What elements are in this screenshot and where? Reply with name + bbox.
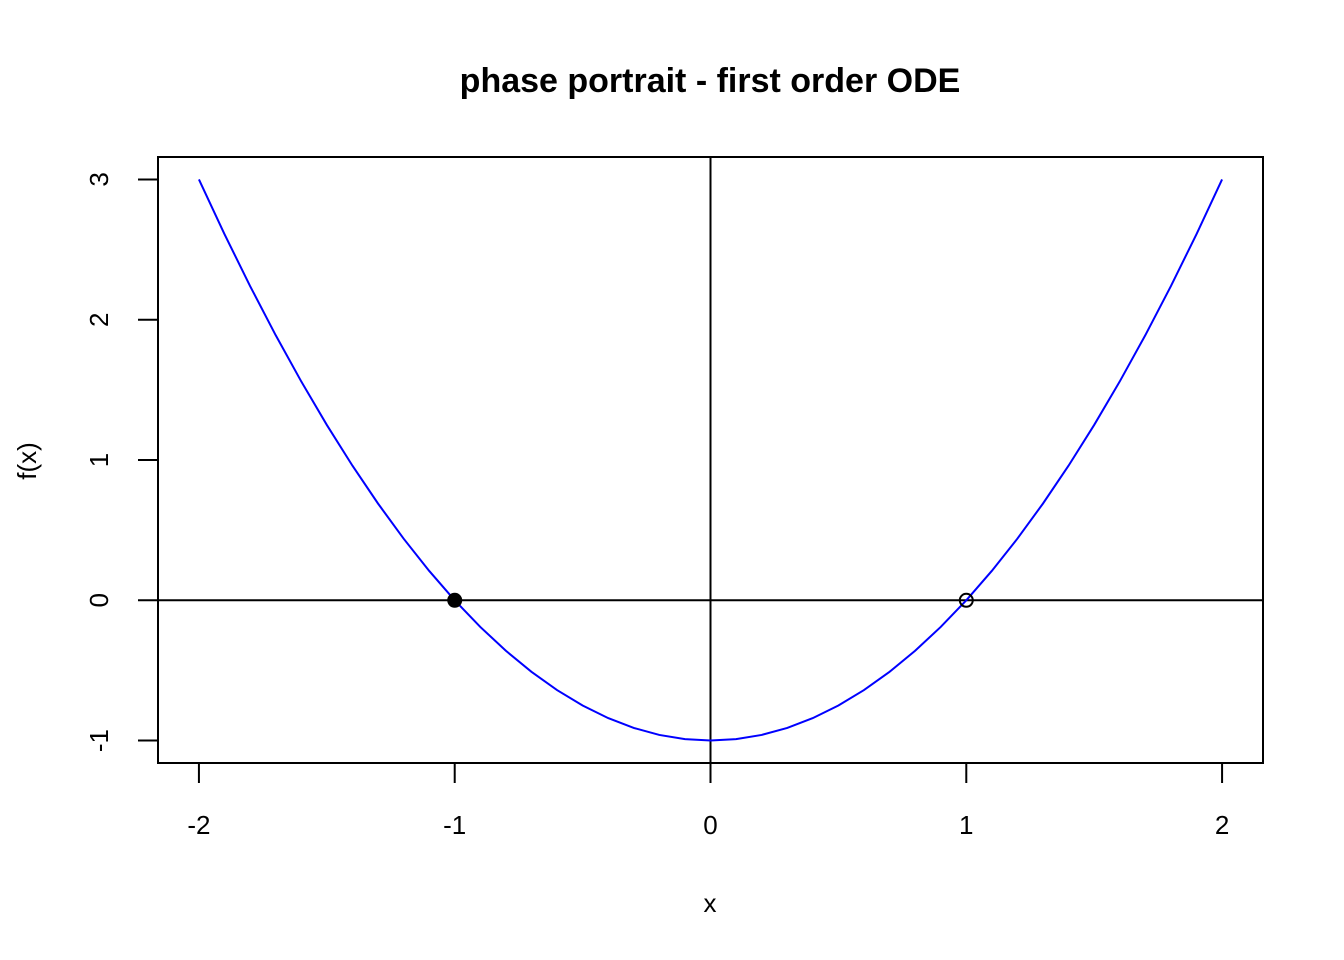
x-tick-label: 0 <box>703 810 717 840</box>
x-tick-label: -2 <box>187 810 210 840</box>
fixed-point-filled <box>447 592 463 608</box>
chart-title: phase portrait - first order ODE <box>460 62 961 100</box>
x-axis-label: x <box>704 888 717 918</box>
plot-area: -2 -1 0 1 2 -1 0 1 2 3 <box>84 156 1264 840</box>
fixed-point-open <box>958 592 974 608</box>
y-tick-label: 2 <box>84 312 114 326</box>
series-line-1 <box>198 179 1223 742</box>
x-tick-label: -1 <box>443 810 466 840</box>
y-tick-label: 0 <box>84 593 114 607</box>
y-tick-label: 1 <box>84 453 114 467</box>
x-tick-label: 2 <box>1215 810 1229 840</box>
y-tick-label: 3 <box>84 172 114 186</box>
y-tick-label: -1 <box>84 729 114 752</box>
x-tick-label: 1 <box>959 810 973 840</box>
y-axis-label: f(x) <box>12 442 42 480</box>
